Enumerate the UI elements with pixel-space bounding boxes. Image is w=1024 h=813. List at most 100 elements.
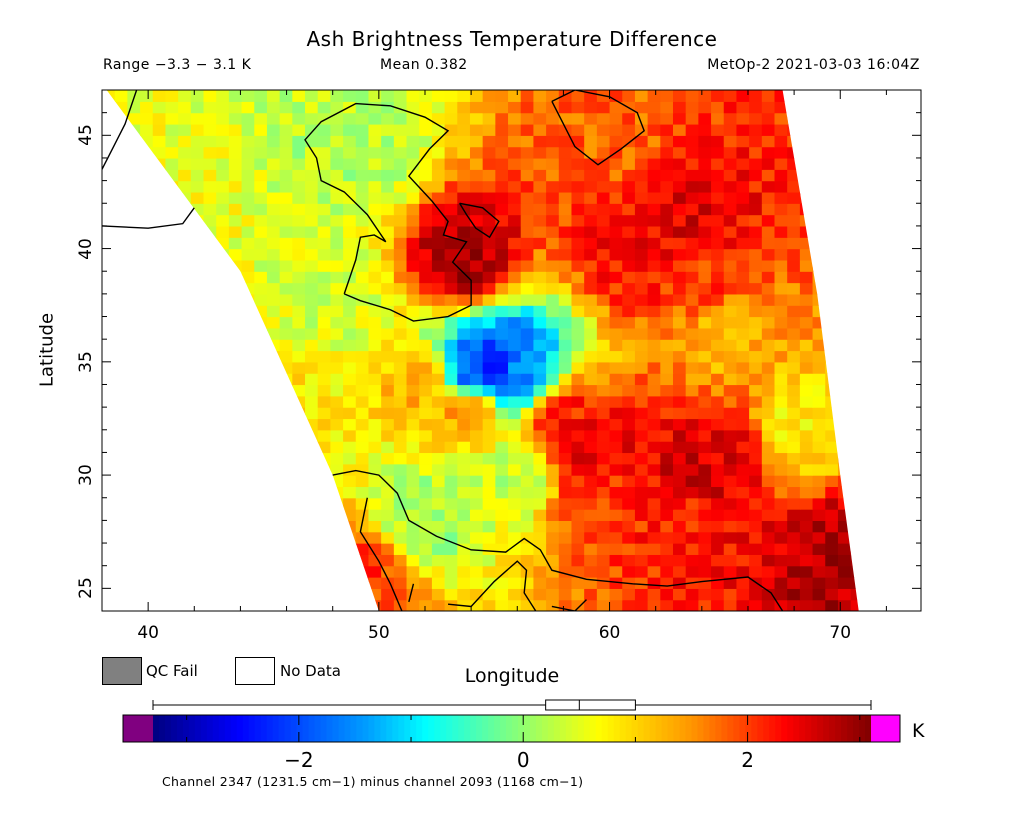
heatmap-cell	[825, 248, 839, 261]
heatmap-cell	[837, 418, 852, 431]
heatmap-cell	[127, 203, 141, 216]
heatmap-cell	[736, 554, 750, 567]
heatmap-cell	[837, 259, 852, 272]
heatmap-cell	[876, 339, 889, 351]
heatmap-cell	[140, 248, 154, 261]
heatmap-cell	[355, 248, 370, 261]
heatmap-cell	[812, 203, 826, 216]
heatmap-cell	[736, 407, 750, 420]
heatmap-cell	[368, 90, 382, 102]
heatmap-cell	[736, 282, 750, 295]
heatmap-cell	[330, 293, 344, 306]
heatmap-cell	[254, 327, 268, 340]
heatmap-cell	[622, 248, 636, 261]
heatmap-cell	[837, 373, 852, 386]
heatmap-cell	[482, 373, 496, 386]
heatmap-cell	[444, 418, 458, 431]
heatmap-cell	[152, 101, 167, 114]
heatmap-cell	[254, 157, 268, 170]
heatmap-cell	[203, 339, 217, 352]
heatmap-cell	[876, 384, 889, 396]
heatmap-cell	[355, 237, 370, 250]
heatmap-cell	[368, 565, 382, 578]
heatmap-cell	[647, 90, 661, 102]
heatmap-cell	[419, 123, 433, 136]
heatmap-cell	[330, 248, 344, 261]
heatmap-cell	[330, 339, 344, 352]
heatmap-cell	[698, 214, 712, 227]
heatmap-cell	[863, 452, 876, 464]
heatmap-cell	[317, 327, 331, 340]
heatmap-cell	[863, 215, 876, 227]
heatmap-cell	[520, 316, 535, 329]
heatmap-cell	[381, 441, 395, 454]
heatmap-cell	[609, 293, 623, 306]
heatmap-cell	[596, 407, 611, 420]
heatmap-cell	[736, 191, 750, 204]
heatmap-cell	[711, 282, 725, 295]
heatmap-cell	[723, 418, 738, 431]
heatmap-cell	[495, 123, 509, 136]
heatmap-cell	[723, 157, 738, 170]
heatmap-cell	[698, 237, 712, 250]
heatmap-cell	[381, 599, 395, 611]
heatmap-cell	[622, 407, 636, 420]
heatmap-cell	[254, 305, 268, 318]
heatmap-cell	[292, 248, 306, 261]
heatmap-cell	[355, 123, 370, 136]
heatmap-cell	[685, 441, 699, 454]
heatmap-cell	[672, 316, 687, 329]
heatmap-cell	[609, 463, 623, 476]
heatmap-cell	[723, 497, 738, 510]
heatmap-cell	[419, 373, 433, 386]
colorbar-segment	[691, 715, 699, 742]
heatmap-cell	[228, 577, 243, 589]
heatmap-cell	[863, 192, 876, 204]
heatmap-cell	[330, 463, 344, 476]
heatmap-cell	[292, 101, 306, 114]
heatmap-cell	[799, 361, 814, 374]
heatmap-cell	[343, 203, 357, 216]
heatmap-cell	[254, 339, 268, 352]
heatmap-cell	[609, 475, 623, 488]
heatmap-cell	[698, 203, 712, 216]
heatmap-cell	[106, 191, 116, 204]
heatmap-cell	[127, 463, 141, 476]
heatmap-cell	[889, 532, 902, 544]
heatmap-cell	[799, 316, 814, 329]
colorbar-segment	[625, 715, 633, 742]
heatmap-cell	[558, 248, 573, 261]
heatmap-cell	[355, 225, 370, 238]
heatmap-cell	[596, 565, 611, 578]
heatmap-cell	[837, 225, 852, 238]
heatmap-cell	[520, 327, 535, 340]
heatmap-cell	[863, 181, 876, 193]
heatmap-cell	[279, 350, 293, 363]
heatmap-cell	[343, 123, 357, 136]
heatmap-cell	[787, 259, 801, 272]
heatmap-cell	[228, 191, 243, 204]
heatmap-cell	[368, 441, 382, 454]
heatmap-cell	[140, 452, 154, 465]
heatmap-cell	[711, 237, 725, 250]
heatmap-cell	[698, 225, 712, 238]
heatmap-cell	[672, 509, 687, 521]
heatmap-cell	[723, 463, 738, 476]
heatmap-cell	[558, 259, 573, 272]
heatmap-cell	[520, 384, 535, 397]
heatmap-cell	[596, 123, 611, 136]
heatmap-cell	[178, 520, 192, 533]
heatmap-cell	[546, 225, 560, 238]
heatmap-cell	[495, 169, 509, 182]
heatmap-cell	[165, 350, 179, 363]
heatmap-cell	[292, 180, 306, 193]
heatmap-cell	[317, 271, 331, 284]
heatmap-cell	[190, 101, 205, 114]
heatmap-cell	[152, 259, 167, 272]
heatmap-cell	[876, 158, 889, 170]
heatmap-cell	[546, 565, 560, 578]
heatmap-cell	[889, 135, 902, 147]
heatmap-cell	[546, 282, 560, 295]
heatmap-cell	[406, 259, 420, 272]
